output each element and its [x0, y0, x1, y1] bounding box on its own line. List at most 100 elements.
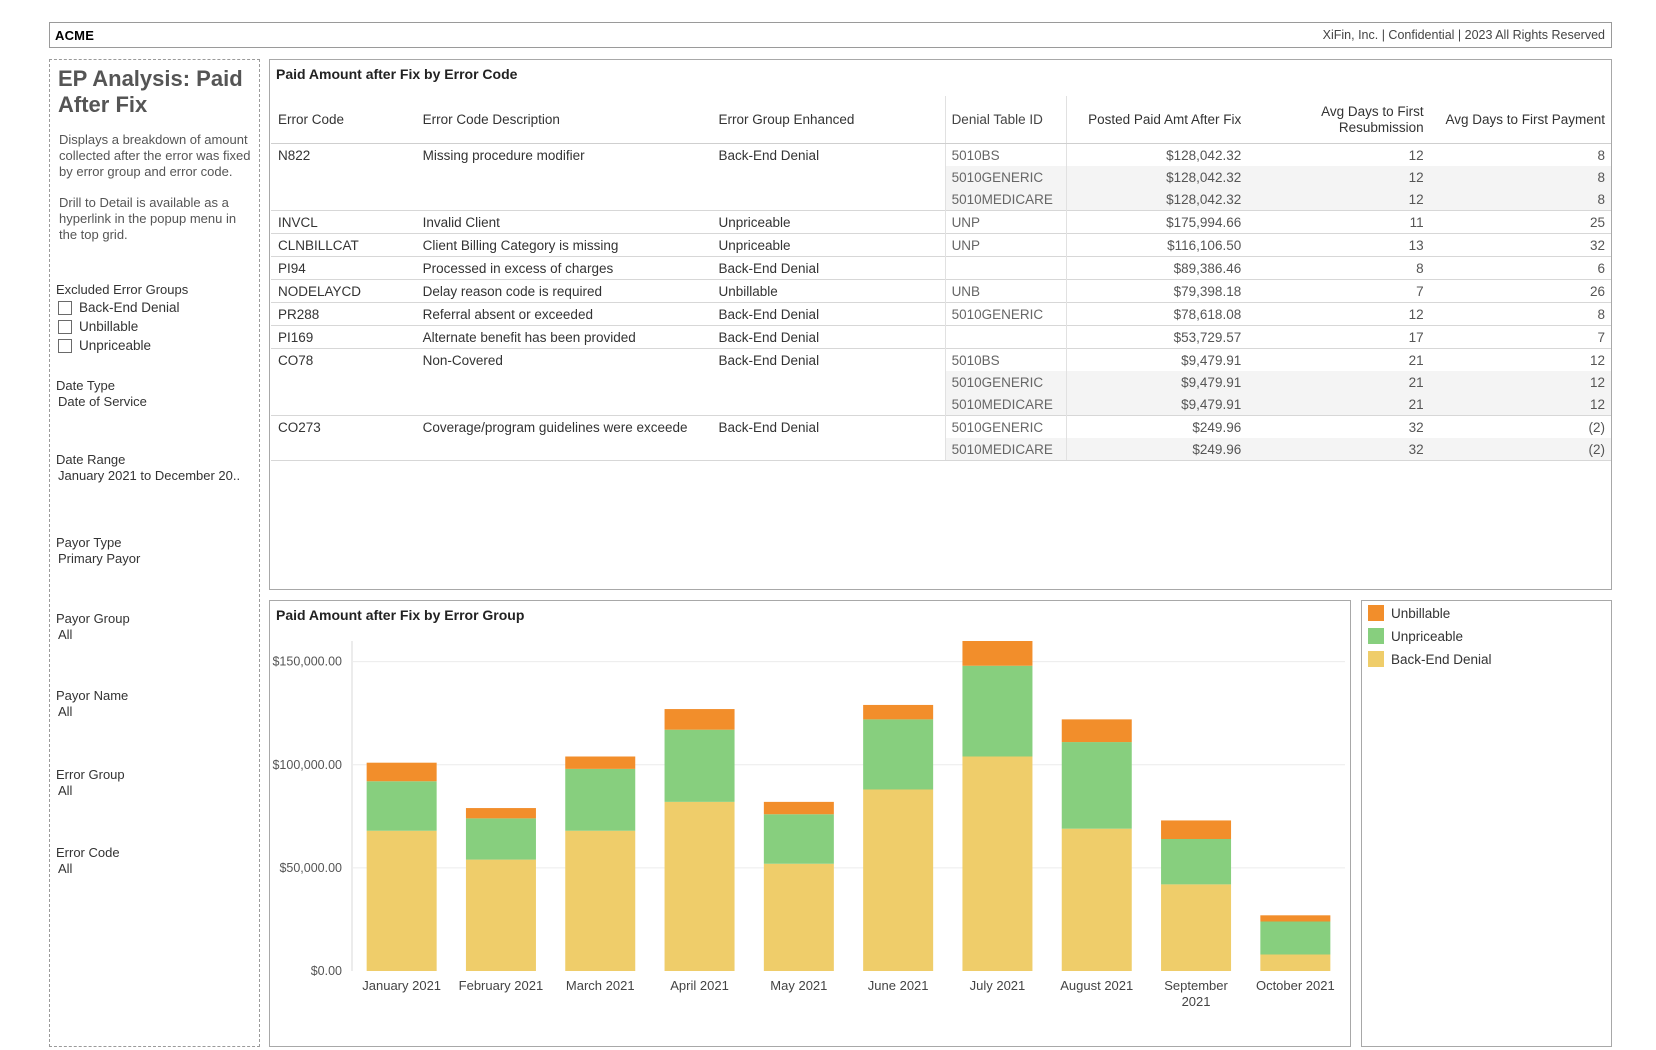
- col-error-description[interactable]: Error Code Description: [422, 96, 719, 144]
- checkbox-unbillable[interactable]: Unbillable: [58, 317, 188, 336]
- col-avg-days-payment[interactable]: Avg Days to First Payment: [1429, 96, 1611, 144]
- y-tick-label: $150,000.00: [272, 655, 342, 669]
- legend-item-unbillable[interactable]: Unbillable: [1368, 605, 1450, 621]
- checkbox-unpriceable[interactable]: Unpriceable: [58, 336, 188, 355]
- error-group-filter[interactable]: Error Group All: [56, 767, 125, 799]
- bar-segment-unbillable: [962, 641, 1033, 666]
- chart-title: Paid Amount after Fix by Error Group: [276, 607, 525, 623]
- bar-segment-unpriceable: [863, 719, 934, 790]
- payor-type-filter[interactable]: Payor Type Primary Payor: [56, 535, 140, 567]
- error-code-filter[interactable]: Error Code All: [56, 845, 120, 877]
- cell-avg-days-resubmission: 11: [1247, 210, 1430, 234]
- table-row[interactable]: 5010GENERIC $128,042.32 12 8: [271, 166, 1611, 188]
- x-tick-label: March 2021: [566, 978, 635, 993]
- cell-avg-days-payment: 12: [1429, 371, 1611, 393]
- cell-posted-paid-amt: $89,386.46: [1066, 256, 1248, 280]
- cell-error-code: INVCL: [271, 210, 423, 234]
- cell-denial-table-id: 5010GENERIC: [944, 415, 1067, 438]
- cell-error-code: N822: [278, 147, 311, 163]
- table-row[interactable]: INVCL Invalid Client Unpriceable UNP $175,99…: [271, 210, 1611, 234]
- payor-group-value[interactable]: All: [58, 627, 73, 642]
- drill-note: Drill to Detail is available as a hyperl…: [59, 195, 237, 242]
- table-row[interactable]: 5010MEDICARE $249.96 32 (2): [271, 438, 1611, 461]
- cell-posted-paid-amt: $249.96: [1066, 415, 1248, 438]
- bar-segment-back-end-denial: [1061, 828, 1132, 971]
- cell-posted-paid-amt: $9,479.91: [1066, 371, 1248, 393]
- table-row[interactable]: CO78 Non-Covered Back-End Denial 5010BS $9,4…: [271, 348, 1611, 371]
- cell-error-group: Unbillable: [718, 279, 946, 303]
- bar-segment-unbillable: [664, 709, 735, 730]
- cell-denial-table-id: [944, 256, 1067, 280]
- legend-label: Back-End Denial: [1391, 651, 1492, 667]
- error-code-label: Error Code: [56, 845, 120, 860]
- cell-error-description: Non-Covered: [422, 348, 719, 371]
- cell-error-code: [271, 188, 423, 211]
- bar-segment-unbillable: [1061, 719, 1132, 743]
- error-code-value[interactable]: All: [58, 861, 73, 876]
- legend-swatch-unpriceable: [1368, 628, 1384, 644]
- cell-avg-days-payment: 8: [1429, 188, 1611, 211]
- bar-segment-back-end-denial: [962, 756, 1033, 971]
- cell-avg-days-resubmission: 21: [1247, 393, 1430, 416]
- date-type-value[interactable]: Date of Service: [58, 394, 147, 409]
- payor-group-filter[interactable]: Payor Group All: [56, 611, 130, 643]
- cell-error-code: CO78: [271, 348, 423, 371]
- legend-item-unpriceable[interactable]: Unpriceable: [1368, 628, 1463, 644]
- x-tick-label: July 2021: [970, 978, 1026, 993]
- cell-error-group: Back-End Denial: [718, 348, 946, 371]
- table-row[interactable]: NODELAYCD Delay reason code is required Un…: [271, 279, 1611, 303]
- legend-panel: Unbillable Unpriceable Back-End Denial: [1361, 600, 1612, 1047]
- col-error-code[interactable]: Error Code: [271, 96, 423, 144]
- bar-segment-unpriceable: [1161, 839, 1232, 885]
- cell-avg-days-payment: 32: [1429, 233, 1611, 257]
- x-tick-label: May 2021: [770, 978, 827, 993]
- cell-denial-table-id: 5010GENERIC: [944, 166, 1067, 188]
- checkbox-box[interactable]: [58, 300, 72, 315]
- table-row[interactable]: CO273 Coverage/program guidelines were ex…: [271, 415, 1611, 438]
- col-error-group[interactable]: Error Group Enhanced: [718, 96, 946, 144]
- cell-avg-days-resubmission: 12: [1408, 147, 1424, 163]
- col-avg-days-resubmission[interactable]: Avg Days to First Resubmission: [1247, 96, 1430, 144]
- checkbox-box[interactable]: [58, 338, 72, 353]
- table-row[interactable]: PI169 Alternate benefit has been provided…: [271, 325, 1611, 349]
- table-row[interactable]: PI94 Processed in excess of charges Back-E…: [271, 256, 1611, 280]
- bar-segment-back-end-denial: [664, 801, 735, 971]
- col-posted-paid-amt[interactable]: Posted Paid Amt After Fix: [1066, 96, 1248, 144]
- bar-segment-back-end-denial: [465, 859, 536, 971]
- table-row[interactable]: N822 Missing procedure modifier Back-End D…: [271, 143, 1611, 166]
- error-group-label: Error Group: [56, 767, 125, 782]
- x-tick-label: October 2021: [1256, 978, 1335, 993]
- checkbox-box[interactable]: [58, 319, 72, 334]
- legend-item-back-end-denial[interactable]: Back-End Denial: [1368, 651, 1492, 667]
- top-banner: ACME XiFin, Inc. | Confidential | 2023 A…: [49, 22, 1612, 48]
- payor-type-label: Payor Type: [56, 535, 122, 550]
- payor-name-filter[interactable]: Payor Name All: [56, 688, 128, 720]
- cell-avg-days-payment: 26: [1429, 279, 1611, 303]
- cell-error-code: CLNBILLCAT: [271, 233, 423, 257]
- table-body: N822 Missing procedure modifier Back-End D…: [271, 143, 1611, 461]
- date-range-value[interactable]: January 2021 to December 20..: [58, 468, 241, 483]
- table-row[interactable]: CLNBILLCAT Client Billing Category is mis…: [271, 233, 1611, 257]
- checkbox-label: Back-End Denial: [79, 300, 180, 315]
- cell-avg-days-resubmission: 32: [1247, 438, 1430, 461]
- cell-avg-days-resubmission: 8: [1247, 256, 1430, 280]
- filter-sidebar: EP Analysis: Paid After Fix Displays a b…: [49, 59, 260, 1047]
- date-range-filter[interactable]: Date Range January 2021 to December 20..: [56, 452, 240, 484]
- bar-segment-back-end-denial: [1260, 954, 1331, 971]
- table-row[interactable]: 5010MEDICARE $128,042.32 12 8: [271, 188, 1611, 211]
- cell-avg-days-payment: 6: [1429, 256, 1611, 280]
- x-tick-label: February 2021: [459, 978, 544, 993]
- col-denial-table-id[interactable]: Denial Table ID: [944, 96, 1067, 144]
- date-type-filter[interactable]: Date Type Date of Service: [56, 378, 147, 410]
- table-row[interactable]: 5010MEDICARE $9,479.91 21 12: [271, 393, 1611, 416]
- payor-type-value[interactable]: Primary Payor: [58, 551, 141, 566]
- table-row[interactable]: PR288 Referral absent or exceeded Back-End…: [271, 302, 1611, 326]
- table-row[interactable]: 5010GENERIC $9,479.91 21 12: [271, 371, 1611, 393]
- error-group-value[interactable]: All: [58, 783, 73, 798]
- cell-error-description: [423, 393, 719, 416]
- cell-error-group: Back-End Denial: [718, 147, 820, 163]
- payor-name-value[interactable]: All: [58, 704, 73, 719]
- checkbox-back-end-denial[interactable]: Back-End Denial: [58, 298, 188, 317]
- cell-error-group: [719, 188, 946, 211]
- cell-denial-table-id: 5010BS: [944, 348, 1067, 371]
